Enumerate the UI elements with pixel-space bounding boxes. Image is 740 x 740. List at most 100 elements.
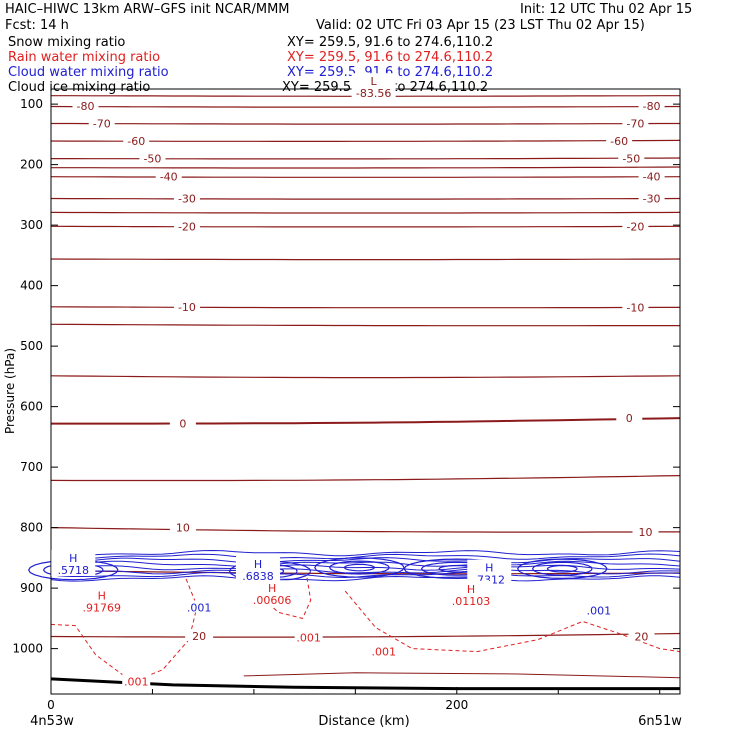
extremum-kind: H <box>467 583 475 596</box>
y-tick-label: 800 <box>20 521 43 535</box>
isotherm-label-bg <box>606 134 633 147</box>
isotherm-line <box>50 211 681 214</box>
y-tick-label: 700 <box>20 460 43 474</box>
isotherm-label: -50 <box>143 153 161 166</box>
isotherm-label-bg <box>169 416 196 429</box>
isotherm-label-bg <box>173 219 200 232</box>
cloud-water-cell <box>314 557 405 578</box>
isotherm-label: -70 <box>626 117 644 130</box>
field-snow-name: Snow mixing ratio <box>8 35 126 50</box>
extremum-value: .91769 <box>82 601 121 614</box>
extremum-kind: L <box>371 75 378 88</box>
cloud-water-cell <box>328 560 390 575</box>
extremum-box <box>250 580 295 607</box>
contour-label: .001 <box>372 646 397 659</box>
field-cloudwater-name: Cloud water mixing ratio <box>8 65 169 80</box>
isotherm-line <box>50 258 681 261</box>
isotherm-label: -60 <box>127 135 145 148</box>
contour-label-bg <box>584 603 613 616</box>
isotherm-line <box>50 225 681 228</box>
x-tick-label: 0 <box>47 698 55 712</box>
cloud-water-contour <box>50 549 681 557</box>
isotherm-label-bg <box>173 299 200 312</box>
isotherm-line <box>50 375 681 379</box>
isotherm-label: -50 <box>622 153 640 166</box>
extremum-value: .01103 <box>452 595 491 608</box>
isotherm-label: 10 <box>176 522 190 535</box>
contour-label: 20 <box>192 630 206 643</box>
isotherm-label: 0 <box>179 418 186 431</box>
x-axis-label: Distance (km) <box>318 714 409 729</box>
contour-label: .001 <box>187 601 212 614</box>
header-model: HAIC–HIWC 13km ARW–GFS init NCAR/MMM <box>5 2 290 17</box>
isotherm-label: -80 <box>77 100 95 113</box>
extremum-box <box>51 549 96 576</box>
isotherm-line <box>50 176 681 178</box>
cloud-water-cell <box>531 561 593 576</box>
plot-frame <box>50 88 681 695</box>
header-init: Init: 12 UTC Thu 02 Apr 15 <box>520 2 693 17</box>
extremum-value: -83.56 <box>356 87 391 100</box>
extremum-kind: H <box>98 589 106 602</box>
isotherm-line <box>50 323 680 327</box>
isotherm-label-bg <box>173 191 200 204</box>
contour-label-bg <box>294 630 323 643</box>
plot-border <box>50 88 681 695</box>
rain-contour <box>344 590 681 653</box>
contour-label: .001 <box>587 605 612 618</box>
isotherm-line <box>243 672 681 679</box>
isotherm-label-bg <box>618 151 645 164</box>
isotherm-line <box>51 417 681 425</box>
contour-lines <box>28 95 681 691</box>
extremum-box <box>235 556 280 583</box>
isotherm-line <box>50 197 681 200</box>
contour-label: .001 <box>124 675 149 688</box>
isotherm-label-bg <box>616 411 643 424</box>
isotherm-line <box>50 306 680 309</box>
cloud-water-contour <box>50 553 681 560</box>
isotherm-label-bg <box>622 300 649 313</box>
x-end-label-left: 4n53w <box>30 714 74 729</box>
isotherm-line <box>50 527 680 533</box>
contour-label-bg <box>185 628 214 641</box>
cloud-water-cell <box>546 564 578 573</box>
isotherm-label: -40 <box>643 171 661 184</box>
cloud-water-cell <box>228 560 312 582</box>
isotherm-label-bg <box>88 116 115 129</box>
isotherm-label-bg <box>632 524 659 537</box>
extremum-kind: H <box>485 562 493 575</box>
y-tick-label: 500 <box>20 339 43 353</box>
cloud-water-contour <box>50 564 681 571</box>
contour-label-bg <box>369 644 398 657</box>
isotherm-label-bg <box>622 116 649 129</box>
contour-label: .001 <box>296 632 321 645</box>
cloud-water-cell <box>28 559 119 581</box>
isotherm-label: -30 <box>178 193 196 206</box>
x-end-label-right: 6n51w <box>638 714 682 729</box>
extremum-box <box>79 587 124 614</box>
isotherm-label-bg <box>139 151 166 164</box>
isotherm-label: 20 <box>634 631 648 644</box>
isotherm-label: -60 <box>610 135 628 148</box>
cloud-water-cell <box>438 564 475 573</box>
field-rain-name: Rain water mixing ratio <box>8 50 161 65</box>
isotherm-label-bg <box>638 191 665 204</box>
isotherm-label: -20 <box>626 220 644 233</box>
isotherm-label: -20 <box>178 220 196 233</box>
extremum-box <box>351 73 396 100</box>
header-valid: Valid: 02 UTC Fri 03 Apr 15 (23 LST Thu … <box>316 18 645 33</box>
extremum-kind: H <box>254 558 262 571</box>
y-tick-label: 100 <box>20 97 43 111</box>
isotherm-line <box>50 475 681 482</box>
extremum-value: .6838 <box>242 570 274 583</box>
contour-label-bg <box>122 674 151 687</box>
x-tick-label: 200 <box>445 698 468 712</box>
y-tick-label: 1000 <box>12 642 43 656</box>
contour-labels: -80 -80-70 -70-60 -60-50 -50-40 -40-30 -30-20-… <box>51 73 665 688</box>
isotherm-label: 10 <box>639 526 653 539</box>
cloud-water-contour <box>50 575 681 582</box>
extremum-kind: H <box>268 582 276 595</box>
isotherm-label-bg <box>72 98 99 111</box>
